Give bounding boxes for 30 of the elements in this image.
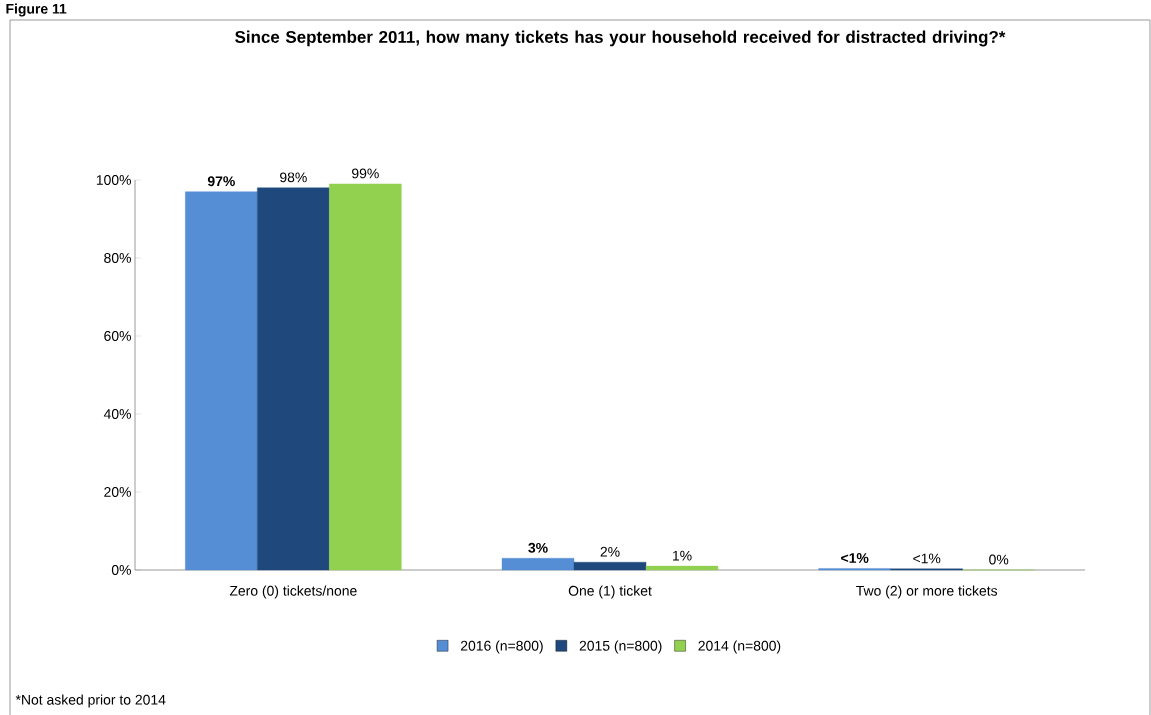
data-label: 99% (352, 168, 379, 179)
bar (645, 565, 719, 571)
data-label: <1% (841, 552, 869, 563)
y-tick-label: 40% (103, 408, 131, 419)
text: *Not asked prior to 2014 (15, 694, 166, 708)
y-tick-label: 0% (111, 564, 131, 575)
data-label: 98% (280, 172, 307, 183)
data-label: 1% (672, 550, 692, 561)
data-label: 2% (600, 546, 620, 557)
x-tick-label: One (1) ticket (568, 585, 652, 599)
bar (185, 191, 258, 571)
caption: Figure 11 (6, 3, 67, 17)
bar (501, 557, 575, 571)
x-tick-label: Two (2) or more tickets (856, 585, 998, 599)
x-tick-label: Zero (0) tickets/none (229, 585, 357, 599)
y-tick-label: 60% (104, 330, 131, 341)
bar (329, 183, 402, 571)
y-tick-label: 20% (104, 486, 131, 497)
data-label: 0% (989, 554, 1009, 565)
y-tick-label: 100% (96, 174, 131, 185)
bar (257, 187, 330, 571)
legend-label: 2014 (n=800) (698, 640, 781, 654)
legend-label: 2016 (n=800) (460, 640, 543, 654)
chart-title: Since September 2011, how many tickets has your household received for distracted driving?* (235, 30, 1006, 47)
legend-label: 2015 (n=800) (579, 640, 662, 654)
data-label: <1% (913, 553, 941, 564)
bar (573, 561, 647, 571)
y-tick-label: 80% (104, 252, 131, 263)
data-label: 97% (207, 176, 235, 186)
data-label: 3% (528, 542, 548, 553)
